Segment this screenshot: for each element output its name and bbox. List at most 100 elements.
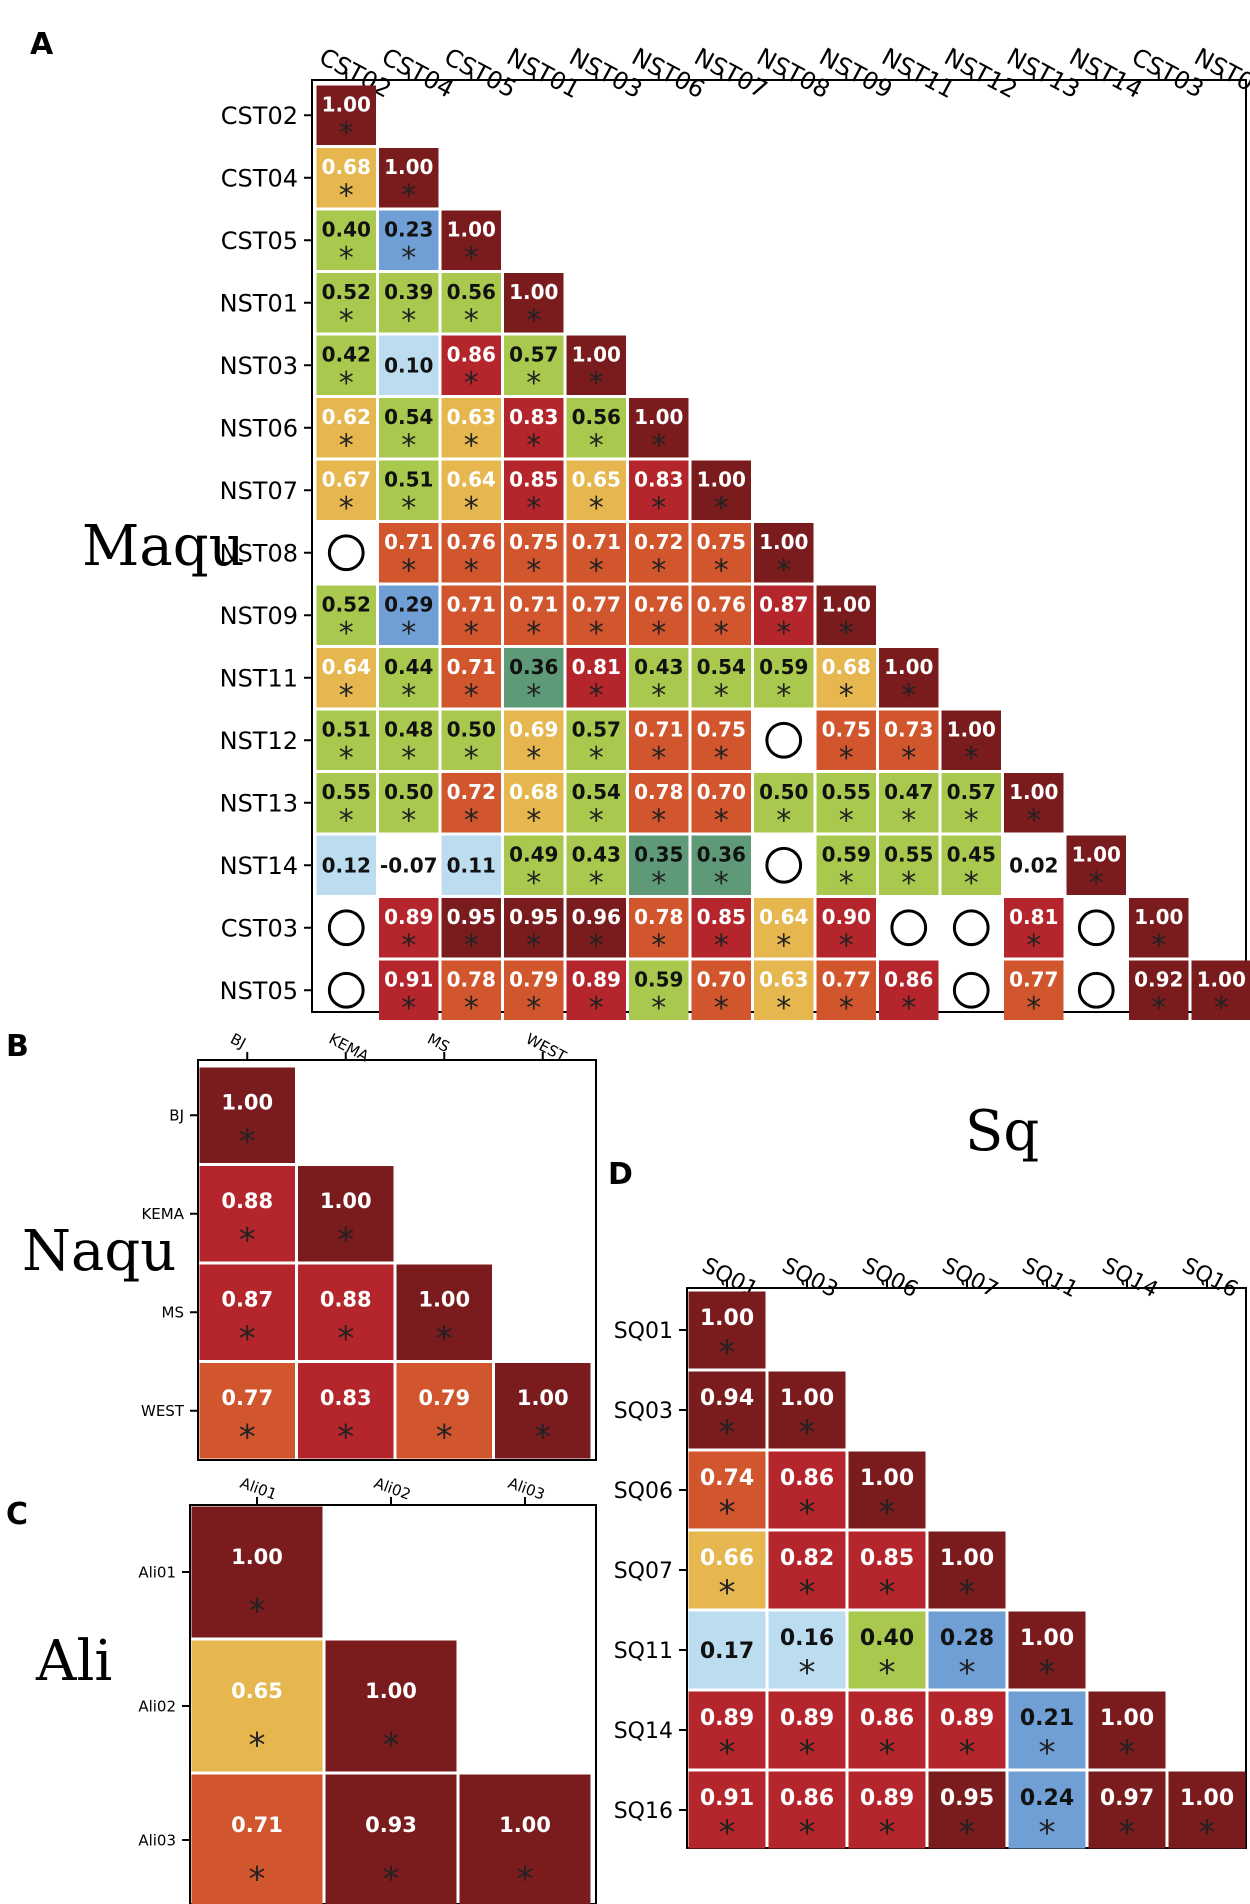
heatmap-cell	[816, 960, 876, 1020]
cell-value: 0.88	[320, 1287, 372, 1311]
heatmap-cell	[441, 648, 501, 708]
cell-value: 0.40	[860, 1626, 914, 1651]
significance-star: *	[464, 741, 479, 776]
heatmap-cell	[688, 1371, 766, 1449]
significance-star: *	[839, 616, 854, 651]
cell-value: 0.85	[860, 1546, 914, 1571]
significance-star: *	[526, 741, 541, 776]
cell-value: 0.16	[780, 1626, 834, 1651]
row-label: NST06	[220, 414, 298, 442]
significance-star: *	[249, 1859, 266, 1899]
heatmap-cell	[396, 1363, 492, 1459]
missing-marker	[765, 721, 803, 759]
cell-value: 0.86	[884, 968, 933, 992]
row-label: MS	[162, 1304, 184, 1322]
significance-star: *	[401, 679, 416, 714]
cell-value: 0.68	[509, 780, 558, 804]
panel-a: A Maqu CST02 CST04 CST05 NST01 NST03 NST06 NST07…	[30, 27, 1250, 1026]
cell-value: 0.75	[822, 718, 871, 742]
cell-value: 0.81	[1009, 905, 1058, 929]
heatmap-cell	[441, 273, 501, 333]
significance-star: *	[714, 991, 729, 1026]
significance-star: *	[714, 679, 729, 714]
row-label: Ali01	[138, 1563, 176, 1581]
heatmap-cell	[688, 1451, 766, 1529]
plot-frame	[189, 1504, 597, 1904]
row-label: Ali03	[138, 1831, 176, 1849]
significance-star: *	[337, 1221, 354, 1261]
significance-star: *	[239, 1418, 256, 1458]
heatmap-cell	[441, 898, 501, 958]
cell-value: 0.57	[509, 343, 558, 367]
heatmap-cell	[199, 1166, 295, 1262]
heatmap-cell	[441, 960, 501, 1020]
heatmap-cell	[848, 1691, 926, 1769]
significance-star: *	[401, 929, 416, 964]
cell-value: 1.00	[700, 1306, 754, 1331]
cell-value: 0.54	[572, 780, 621, 804]
significance-star: *	[901, 741, 916, 776]
significance-star: *	[901, 991, 916, 1026]
significance-star: *	[339, 179, 354, 214]
row-label: NST05	[220, 977, 298, 1005]
heatmap-cell	[1004, 898, 1064, 958]
significance-star: *	[799, 1653, 816, 1693]
cell-value: 0.71	[447, 655, 496, 679]
significance-star: *	[589, 554, 604, 589]
cell-value: 1.00	[384, 155, 433, 179]
cell-value: 1.00	[1009, 780, 1058, 804]
significance-star: *	[651, 616, 666, 651]
significance-star: *	[799, 1573, 816, 1613]
significance-star: *	[714, 804, 729, 839]
panel-letter: C	[6, 1497, 28, 1532]
heatmap-cell	[1191, 960, 1250, 1020]
heatmap-cell	[816, 648, 876, 708]
significance-star: *	[589, 616, 604, 651]
row-label: NST01	[220, 289, 298, 317]
row-label: SQ14	[614, 1719, 673, 1744]
panel-letter: A	[30, 27, 54, 62]
cell-value: 1.00	[1020, 1626, 1074, 1651]
heatmap-cell	[379, 898, 439, 958]
heatmap-cell	[691, 773, 751, 833]
cell-value: 0.68	[322, 155, 371, 179]
cell-value: 1.00	[499, 1813, 551, 1837]
heatmap-cell	[688, 1691, 766, 1769]
significance-star: *	[839, 804, 854, 839]
significance-star: *	[719, 1333, 736, 1373]
cell-value: 0.65	[231, 1679, 283, 1703]
significance-star: *	[436, 1319, 453, 1359]
significance-star: *	[464, 491, 479, 526]
significance-star: *	[589, 741, 604, 776]
significance-star: *	[799, 1733, 816, 1773]
significance-star: *	[401, 991, 416, 1026]
heatmap-cell	[379, 523, 439, 583]
cell-value: 0.85	[697, 905, 746, 929]
heatmap-cell	[941, 835, 1001, 895]
significance-star: *	[799, 1413, 816, 1453]
heatmap-cell	[691, 523, 751, 583]
significance-star: *	[464, 991, 479, 1026]
heatmap-cell	[325, 1640, 457, 1772]
cell-value: 0.85	[509, 468, 558, 492]
significance-star: *	[401, 179, 416, 214]
heatmap-cell	[566, 585, 626, 645]
heatmap-cell	[504, 773, 564, 833]
heatmap-cell	[928, 1691, 1006, 1769]
cell-value: 0.67	[322, 468, 371, 492]
significance-star: *	[464, 241, 479, 276]
cell-value: 0.55	[884, 843, 933, 867]
row-label: WEST	[141, 1402, 185, 1420]
heatmap-cell	[1129, 898, 1189, 958]
cell-value: 0.66	[700, 1546, 754, 1571]
heatmap-cell	[379, 710, 439, 770]
significance-star: *	[799, 1813, 816, 1853]
significance-star: *	[839, 866, 854, 901]
significance-star: *	[339, 741, 354, 776]
heatmap-cell	[566, 460, 626, 520]
significance-star: *	[383, 1725, 400, 1765]
heatmap-cell	[504, 523, 564, 583]
cell-value: 0.77	[221, 1386, 273, 1410]
plot-frame	[197, 1059, 597, 1461]
heatmap-cell	[688, 1611, 766, 1689]
